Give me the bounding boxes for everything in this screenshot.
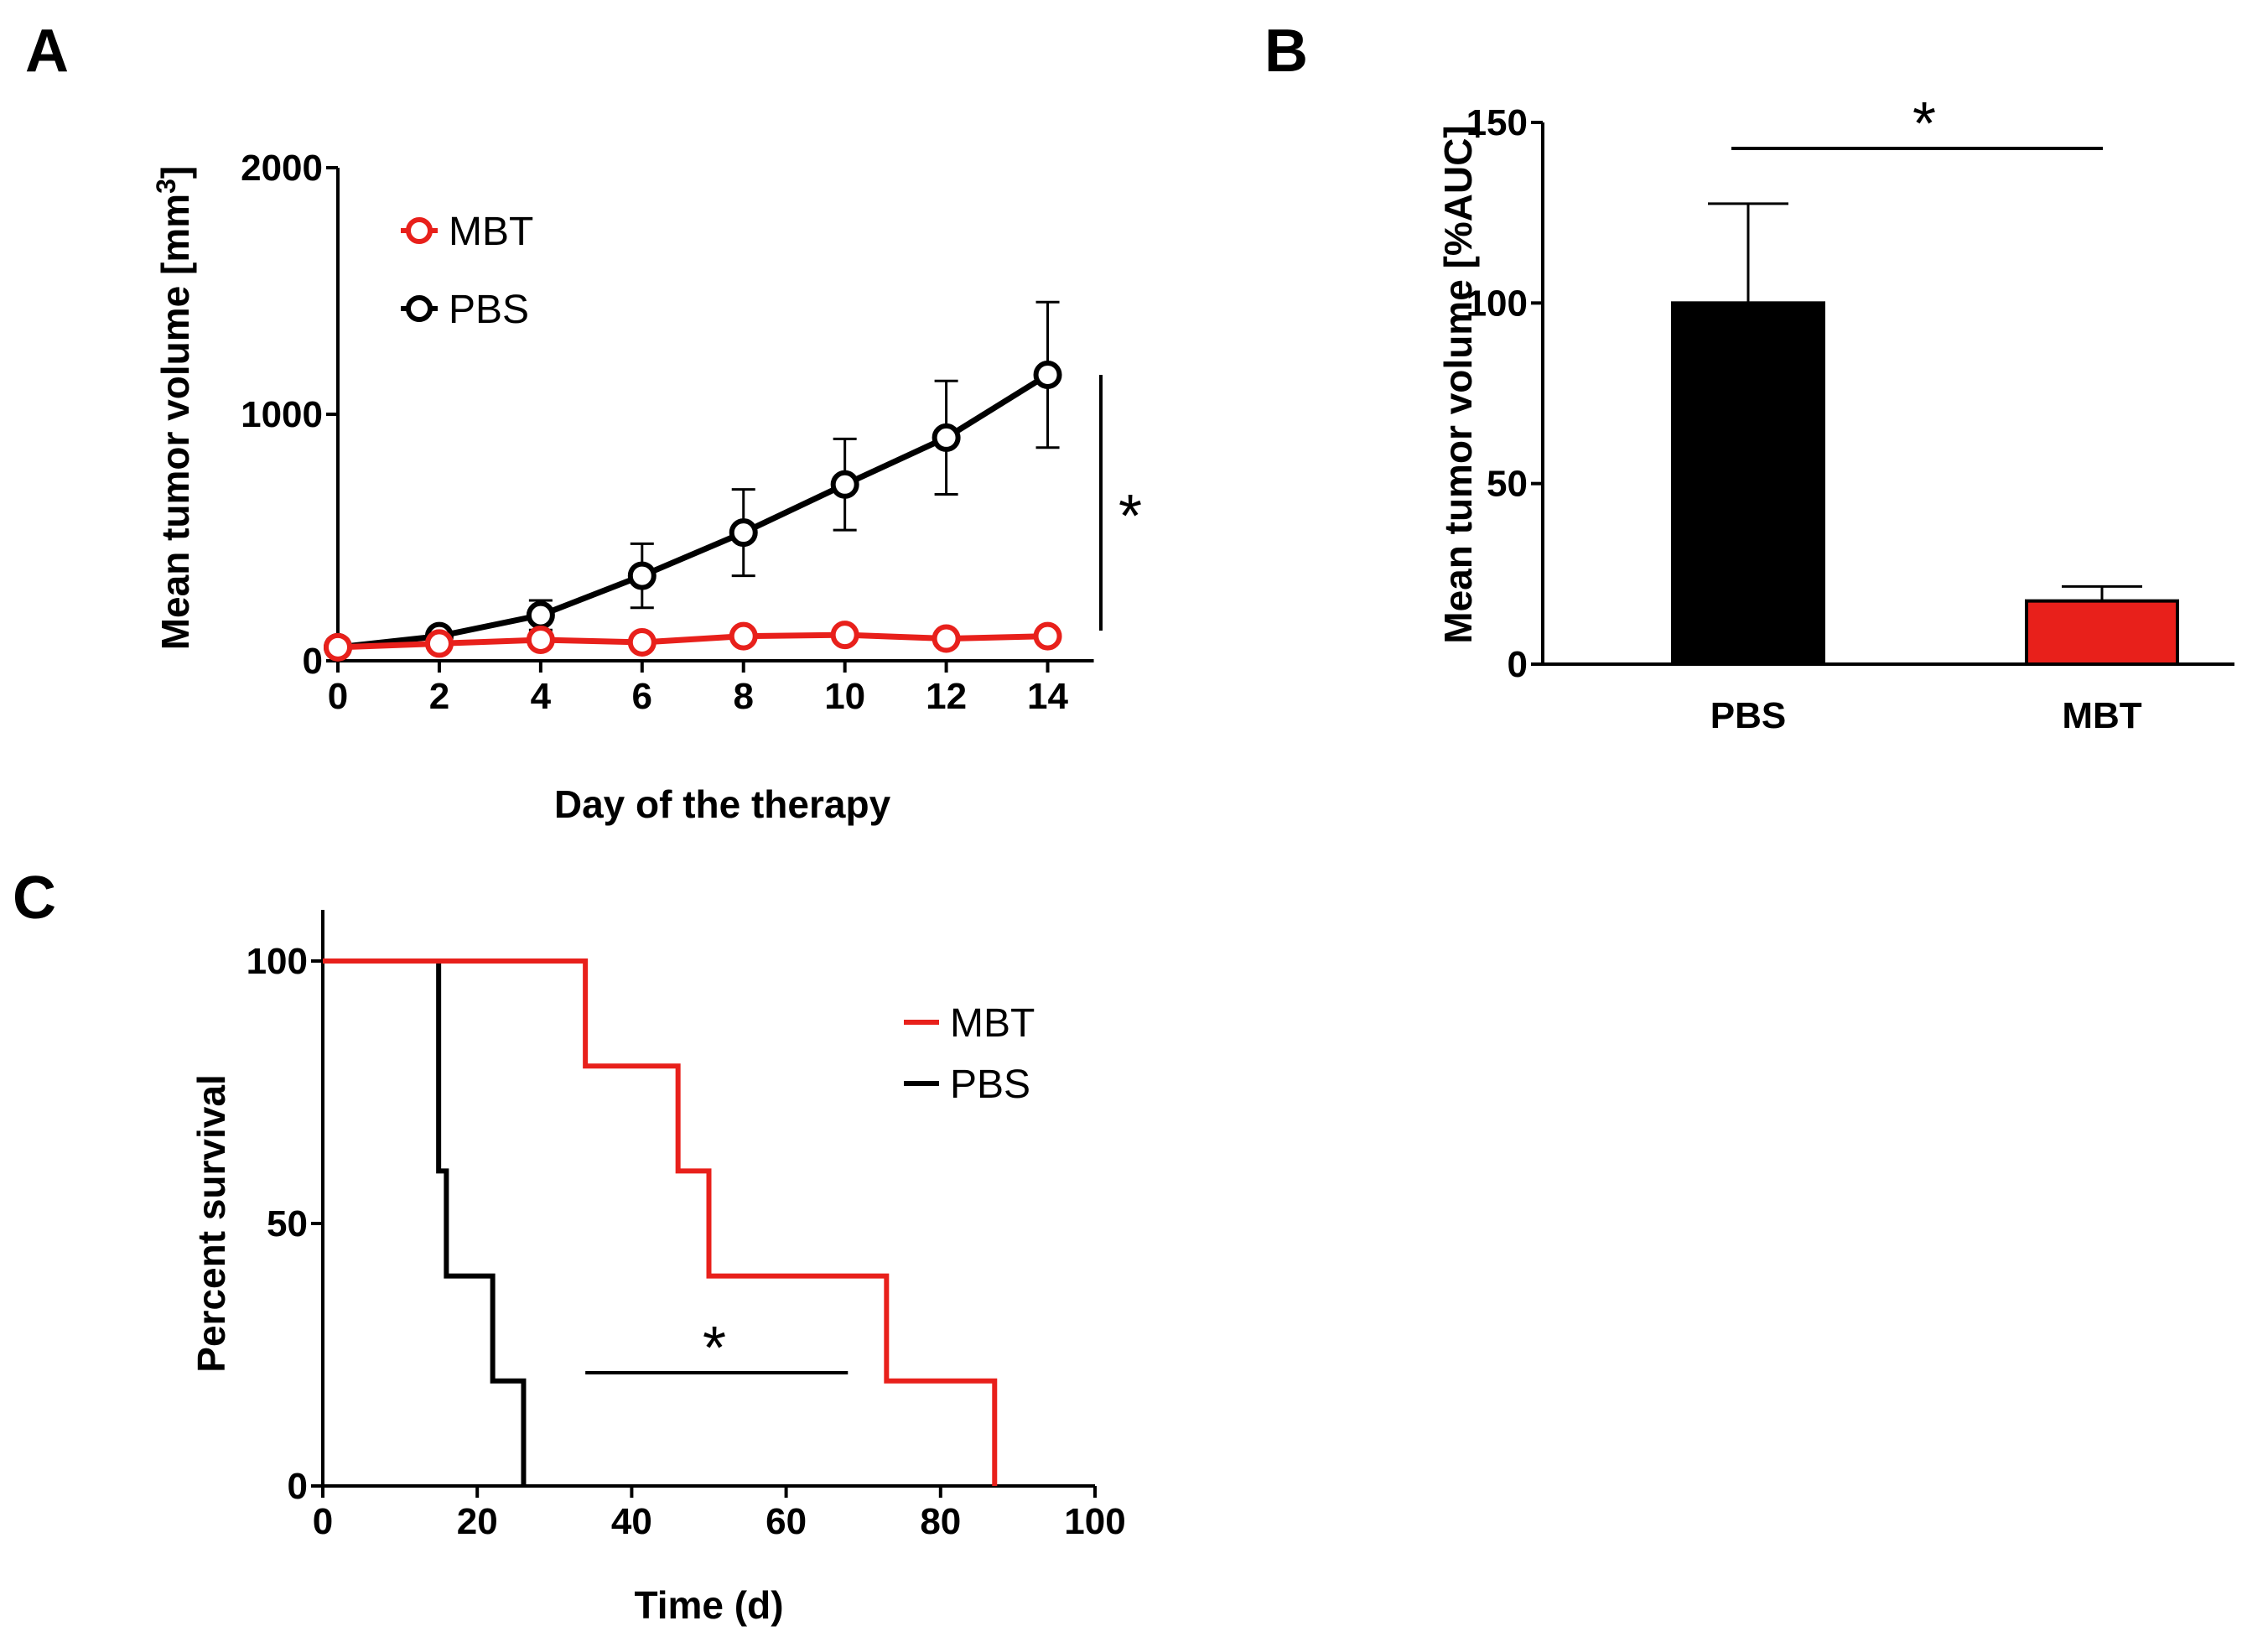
y-axis-label-c: Percent survival [189, 1074, 233, 1372]
data-point-pbs [729, 518, 758, 548]
significance-star-c: * [703, 1315, 726, 1382]
y-tick-label-a: 0 [303, 641, 323, 682]
data-point-mbt [424, 629, 454, 658]
panel-letter-a: A [25, 18, 69, 85]
legend-label-pbs: PBS [449, 288, 529, 332]
legend-label-pbs: PBS [950, 1062, 1030, 1107]
data-point-mbt [1033, 621, 1062, 651]
legend-marker-mbt [406, 217, 433, 244]
x-tick-label-c: 60 [766, 1501, 807, 1542]
panel-letter-c: C [13, 865, 56, 932]
data-point-pbs [526, 600, 555, 630]
survival-curve-pbs [323, 958, 527, 1486]
x-tick-label-c: 100 [1064, 1501, 1125, 1542]
x-tick-label-pbs: PBS [1710, 695, 1786, 736]
data-point-pbs [830, 470, 859, 499]
x-tick-label-a: 6 [632, 676, 652, 717]
x-tick-label-c: 80 [920, 1501, 961, 1542]
x-axis-label-a: Day of the therapy [554, 782, 891, 826]
panel-letter-b: B [1264, 18, 1308, 85]
x-axis-label-c: Time (d) [634, 1583, 783, 1627]
chart-panel-c: 0 50 100 0 20 40 60 80 100 Time (d) Percent surviv… [189, 910, 1126, 1627]
series-line-pbs [337, 371, 1050, 651]
y-tick-label-a: 1000 [241, 394, 323, 435]
data-point-mbt [729, 621, 758, 651]
data-point-pbs [1033, 360, 1062, 389]
x-tick-label-a: 0 [328, 676, 348, 717]
data-point-mbt [627, 627, 657, 657]
legend-label-mbt: MBT [449, 210, 533, 254]
data-point-mbt [324, 632, 352, 662]
y-tick-label-b: 150 [1466, 102, 1528, 143]
legend-marker-pbs [406, 295, 433, 322]
x-tick-label-a: 10 [824, 676, 865, 717]
x-tick-label-c: 40 [611, 1501, 652, 1542]
x-tick-label-mbt: MBT [2062, 695, 2141, 736]
chart-panel-a: 0 1000 2000 0 2 4 6 8 10 12 14 Day of the therapy Me… [151, 148, 1142, 826]
data-point-pbs [627, 561, 657, 590]
data-point-pbs [932, 423, 961, 452]
bar-pbs [1671, 301, 1825, 666]
legend-label-mbt: MBT [950, 1001, 1035, 1046]
x-tick-label-c: 20 [457, 1501, 498, 1542]
y-tick-label-b: 100 [1466, 283, 1528, 324]
x-tick-label-a: 12 [926, 676, 967, 717]
y-tick-label-c: 100 [247, 941, 308, 982]
y-tick-label-b: 0 [1508, 644, 1528, 685]
significance-star-a: * [1118, 483, 1142, 550]
y-axis-label-b: Mean tumor volume [%AUC] [1436, 125, 1480, 643]
y-tick-label-b: 50 [1487, 464, 1528, 505]
significance-star-b: * [1912, 91, 1936, 158]
x-tick-label-a: 8 [733, 676, 753, 717]
y-axis-label-a: Mean tumor volume [mm3] [151, 166, 197, 651]
survival-curve-mbt [323, 958, 998, 1486]
y-tick-label-a: 2000 [241, 148, 323, 189]
bar-mbt [2025, 599, 2179, 667]
y-tick-label-c: 0 [288, 1466, 308, 1507]
data-point-mbt [932, 624, 961, 653]
data-point-mbt [830, 621, 859, 650]
chart-panel-b: 0 50 100 150 PBS MBT Mean tumor volume [%AUC] * [1436, 91, 2234, 736]
x-tick-label-c: 0 [313, 1501, 333, 1542]
y-tick-label-c: 50 [267, 1203, 308, 1244]
x-tick-label-a: 2 [429, 676, 449, 717]
x-tick-label-a: 4 [531, 676, 552, 717]
x-tick-label-a: 14 [1027, 676, 1068, 717]
series-line-mbt [337, 631, 1048, 651]
data-point-mbt [526, 626, 555, 655]
